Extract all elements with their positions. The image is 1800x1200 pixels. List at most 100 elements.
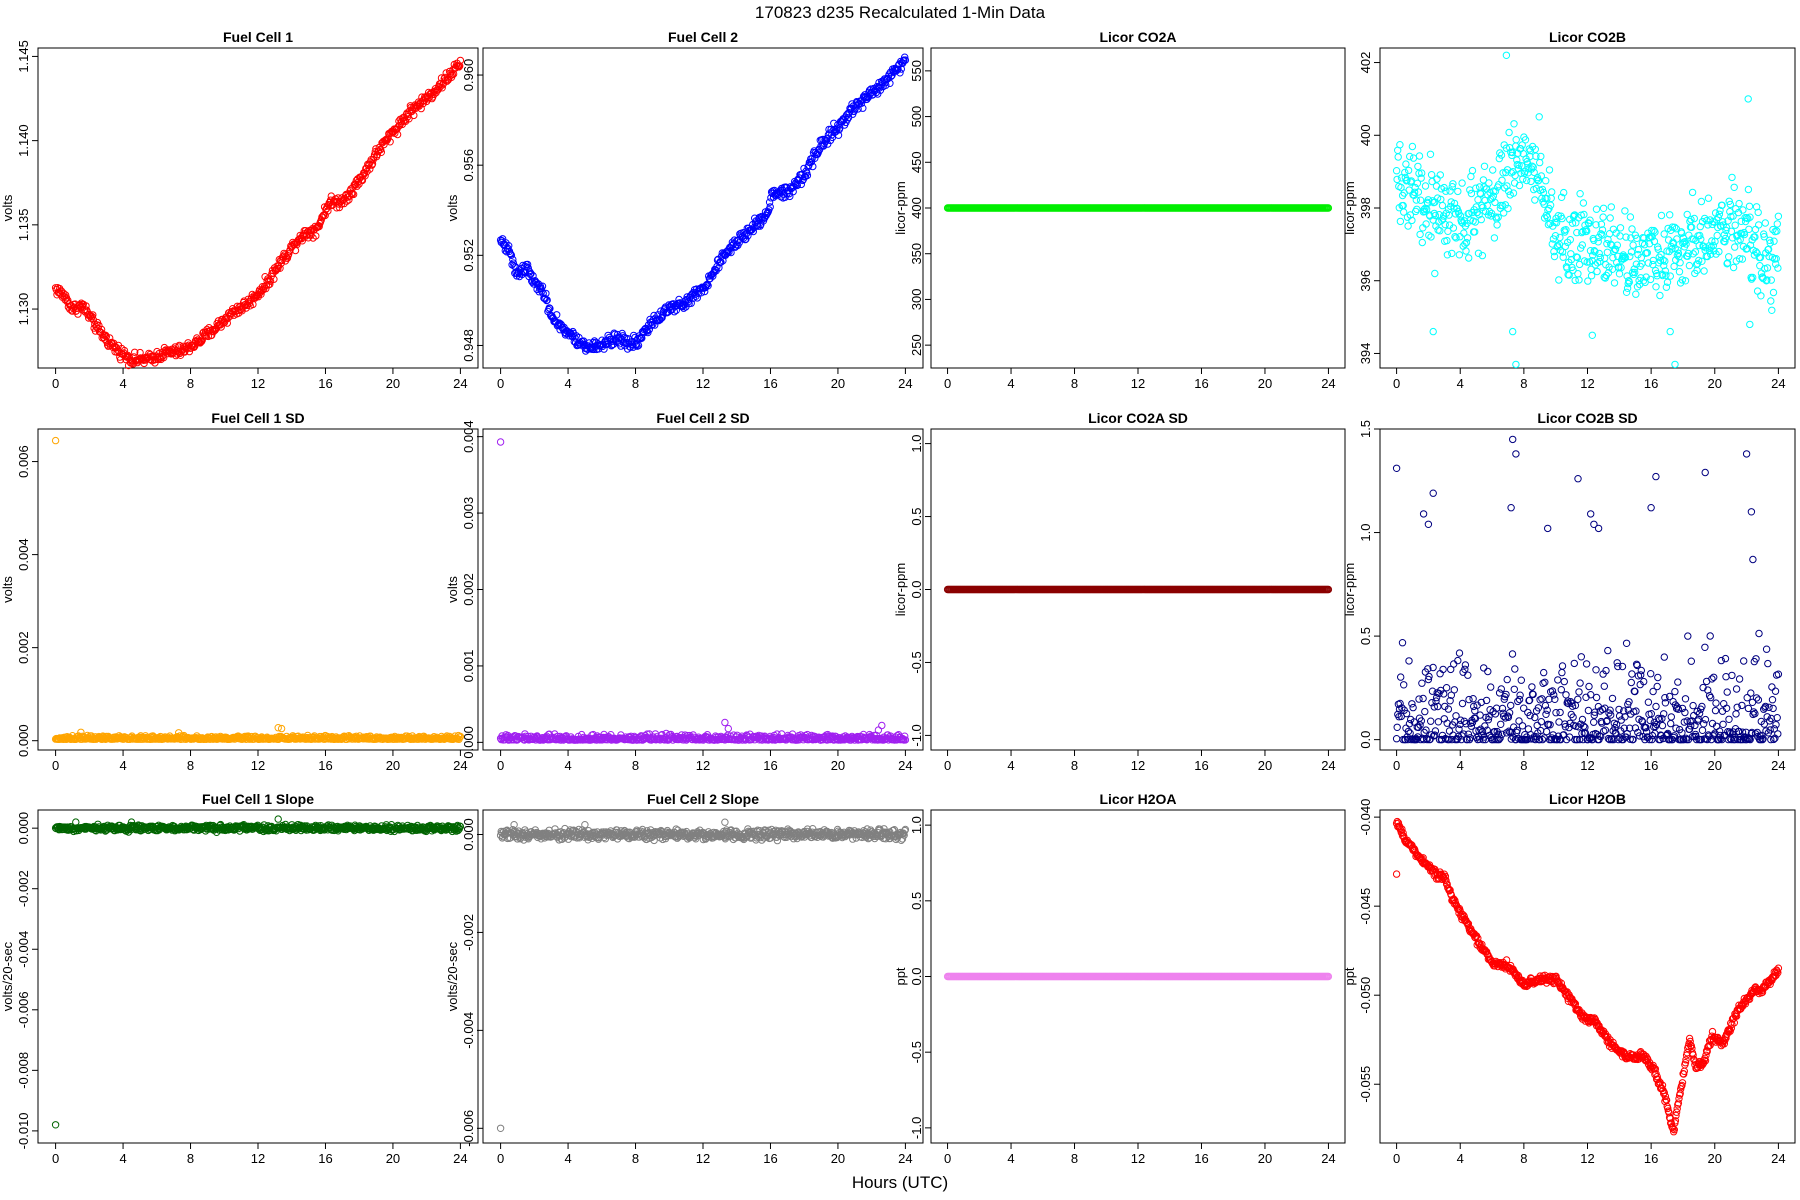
data-point [1605,230,1614,238]
y-tick-label: 0.0 [909,580,924,598]
data-point [1602,717,1611,726]
data-point [1767,735,1775,744]
y-tick-label: 550 [909,60,924,82]
data-point [1525,696,1534,704]
data-point [1774,264,1782,272]
data-point [833,124,841,132]
data-point [266,280,274,288]
data-point [456,733,464,741]
data-point [1571,276,1579,285]
data-point [1759,735,1767,743]
data-point [1668,223,1677,231]
y-axis-label: licor-ppm [893,181,908,234]
data-point [1586,247,1595,255]
y-tick-label: 400 [909,197,924,219]
data-point [1601,704,1609,712]
data-point [1670,732,1679,740]
data-point [1769,288,1778,297]
data-point [1409,154,1418,162]
data-point [1714,213,1723,222]
panel-title: Fuel Cell 1 SD [211,410,304,426]
data-point [1651,228,1659,236]
data-point [859,104,867,112]
data-point [1515,717,1523,725]
data-point [1455,725,1463,733]
data-point [1637,671,1645,679]
data-point [377,148,385,157]
data-point [1566,719,1574,727]
data-point [1626,252,1634,261]
data-point [1562,691,1570,699]
data-point [1403,176,1411,184]
data-point [1658,721,1667,730]
data-point [1728,671,1736,680]
data-point [1670,223,1679,232]
x-tick-label: 12 [251,758,265,773]
data-point [1491,198,1499,207]
data-point [1665,692,1674,701]
data-point [1708,675,1716,683]
outlier-point [721,718,729,727]
data-point [1660,261,1668,270]
data-series [943,204,1333,212]
data-point [1614,662,1622,671]
data-point [1672,724,1680,732]
data-point [1417,174,1425,182]
data-point [1766,239,1774,247]
x-tick-label: 12 [1580,758,1594,773]
data-point [1600,682,1609,690]
data-point [1424,675,1433,684]
data-point [1740,657,1748,665]
data-point [1761,702,1770,711]
outlier-point [1744,95,1752,103]
data-point [223,319,232,327]
data-point [1477,215,1486,224]
data-point [1565,271,1573,279]
data-point [1729,212,1737,220]
data-point [1464,730,1473,738]
data-point [1697,735,1706,744]
data-point [1700,720,1708,728]
data-point [1414,162,1422,171]
data-point [1464,671,1472,679]
data-point [1539,679,1547,687]
data-point [1447,198,1455,206]
data-point [506,249,514,258]
data-point [896,69,904,77]
y-tick-label: 1.145 [16,40,31,73]
data-series [1392,51,1783,369]
data-point [1538,185,1547,194]
data-point [1392,167,1401,175]
outlier-point [1512,450,1520,458]
data-point [1710,218,1719,227]
data-point [1441,220,1449,229]
data-point [897,57,905,66]
data-point [1688,188,1697,197]
data-point [1626,213,1635,221]
data-point [1455,649,1464,657]
data-point [1404,222,1412,230]
data-point [1710,673,1718,681]
data-point [414,98,423,106]
data-point [1418,238,1427,247]
data-point [1764,659,1772,668]
outlier-point [878,721,886,730]
data-point [1482,696,1491,705]
outlier-point [1587,510,1595,518]
data-point [735,239,743,247]
x-tick-label: 4 [1457,758,1464,773]
data-point [1550,691,1558,699]
data-point [1573,735,1581,744]
data-point [541,295,549,303]
data-point [1548,188,1556,196]
x-tick-label: 20 [1708,376,1722,391]
data-point [901,56,910,64]
y-tick-label: -0.008 [16,1052,31,1089]
data-point [1624,706,1633,714]
data-point [1583,258,1591,266]
data-point [1601,726,1610,734]
x-tick-label: 12 [251,1151,265,1166]
data-point [1418,169,1426,177]
data-point [1654,714,1663,723]
